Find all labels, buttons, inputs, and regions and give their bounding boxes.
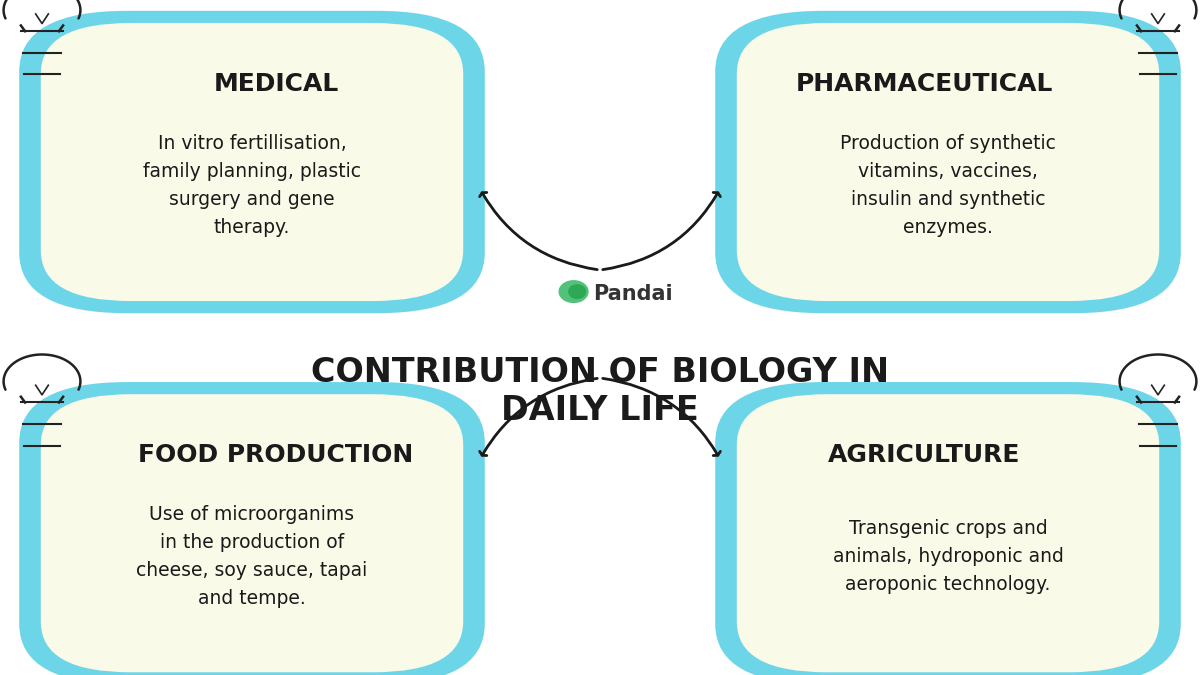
FancyBboxPatch shape <box>737 23 1159 301</box>
Text: AGRICULTURE: AGRICULTURE <box>828 443 1020 467</box>
Polygon shape <box>569 285 586 298</box>
Text: FOOD PRODUCTION: FOOD PRODUCTION <box>138 443 414 467</box>
Text: Transgenic crops and
animals, hydroponic and
aeroponic technology.: Transgenic crops and animals, hydroponic… <box>833 519 1063 594</box>
Text: Pandai: Pandai <box>593 284 672 304</box>
FancyBboxPatch shape <box>41 394 463 672</box>
Text: MEDICAL: MEDICAL <box>214 72 338 96</box>
FancyBboxPatch shape <box>737 394 1159 672</box>
FancyBboxPatch shape <box>19 11 485 313</box>
Text: Production of synthetic
vitamins, vaccines,
insulin and synthetic
enzymes.: Production of synthetic vitamins, vaccin… <box>840 134 1056 237</box>
Text: PHARMACEUTICAL: PHARMACEUTICAL <box>796 72 1052 96</box>
Text: In vitro fertillisation,
family planning, plastic
surgery and gene
therapy.: In vitro fertillisation, family planning… <box>143 134 361 237</box>
FancyBboxPatch shape <box>41 23 463 301</box>
FancyBboxPatch shape <box>19 382 485 675</box>
Text: CONTRIBUTION OF BIOLOGY IN
DAILY LIFE: CONTRIBUTION OF BIOLOGY IN DAILY LIFE <box>311 356 889 427</box>
Polygon shape <box>559 281 588 302</box>
Text: Use of microorganims
in the production of
cheese, soy sauce, tapai
and tempe.: Use of microorganims in the production o… <box>137 505 367 608</box>
FancyBboxPatch shape <box>715 11 1181 313</box>
FancyBboxPatch shape <box>715 382 1181 675</box>
